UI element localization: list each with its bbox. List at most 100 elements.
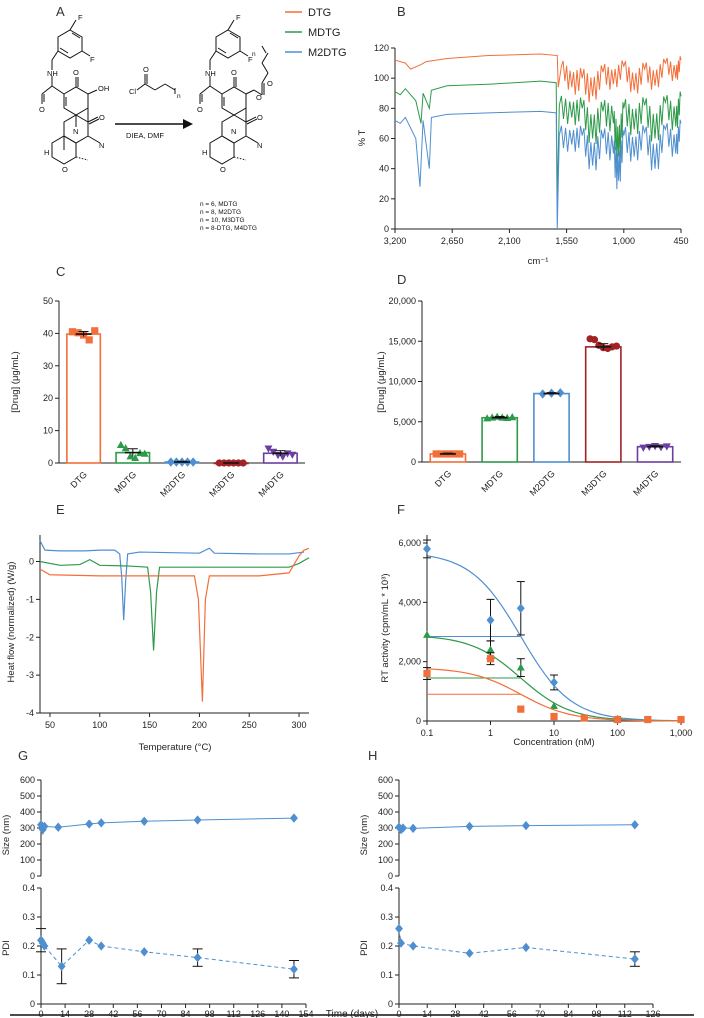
h-size-y-tick-label: 200 (378, 839, 393, 849)
d-x-tick-label: MDTG (479, 468, 505, 494)
c-y-tick-label: 30 (43, 361, 53, 371)
b-legend-label: MDTG (308, 27, 340, 39)
g-size-y-tick-label: 500 (20, 791, 35, 801)
g-x-tick-label: 126 (250, 1009, 265, 1018)
g-pdi-y-tick-label: 0 (30, 999, 35, 1009)
d-bar (533, 392, 570, 463)
c-y-tick-label: 40 (43, 328, 53, 338)
d-data-point (508, 413, 517, 421)
panel-label-f: F (397, 502, 405, 517)
reaction-conditions: DIEA, DMF (126, 131, 164, 140)
h-pdi-y-tick-label: 0.4 (380, 883, 393, 893)
atom-o-left-ketone: O (73, 68, 79, 77)
c-data-point (239, 459, 247, 467)
d-bar (584, 346, 622, 463)
atom-nh-right: NH (205, 69, 216, 78)
g-size-y-tick-label: 200 (20, 839, 35, 849)
c-x-tick-label: M2DTG (158, 469, 187, 498)
h-pdi-y-tick-label: 0.3 (380, 912, 393, 922)
scheme-labels: F F NH O O OH N O N H O Cl O n DIEA, DMF… (39, 13, 273, 232)
left-core-ring (63, 86, 89, 116)
d-bar (481, 416, 519, 463)
panel-g-stability-chart: 0 100 200 300 400 500 600 Size (nm) 0 0.1 0.2 0.3 0.… (1, 775, 694, 1018)
panel-e-dsc-chart: -4 -3 -2 -1 0 50 100 150 200 250 300 Temperature (°… (6, 535, 310, 753)
f-data-point (423, 669, 431, 678)
d-x-tick-label: M4DTG (631, 468, 660, 497)
c-x-tick-label: DTG (69, 469, 90, 490)
h-x-tick-label: 98 (592, 1009, 602, 1018)
b-x-tick-label: 450 (673, 236, 688, 246)
c-y-tick-label: 20 (43, 393, 53, 403)
g-x-tick-label: 84 (181, 1009, 191, 1018)
atom-h-left: H (44, 148, 49, 157)
atom-o-right-ester: O (256, 93, 262, 102)
e-y-tick-label: -1 (26, 594, 34, 604)
f-data-point (423, 544, 431, 554)
e-x-tick-label: 300 (292, 720, 307, 730)
h-size-line (398, 824, 635, 831)
atom-o-right-ring: O (220, 165, 226, 174)
c-y-tick-label: 10 (43, 426, 53, 436)
e-series-line-dtg (39, 547, 310, 702)
c-data-point (116, 440, 125, 449)
h-size-y-tick-label: 600 (378, 775, 393, 785)
g-size-line (40, 817, 294, 831)
g-x-tick-label: 112 (227, 1009, 241, 1018)
h-pdi-point (630, 954, 639, 964)
b-x-tick-label: 2,650 (441, 236, 464, 246)
h-size-y-tick-label: 300 (378, 823, 393, 833)
h-pdi-line (398, 928, 635, 960)
f-x-axis-label: Concentration (nM) (513, 737, 594, 748)
panel-c-bar-chart: 0 10 20 30 40 50 [Drug] (μg/mL) DTG MDTG M2DTG M3D… (10, 296, 305, 499)
c-bar (66, 333, 102, 464)
c-data-point (126, 452, 135, 460)
d-x-tick-label: DTG (433, 468, 454, 489)
b-legend-label: DTG (308, 7, 331, 19)
h-size-point (522, 820, 530, 831)
panel-h-stability-chart: 0 100 200 300 400 500 600 Size (nm) 0 0.1 0.2 0.3 0.… (359, 775, 661, 1018)
h-pdi-y-tick-label: 0 (388, 999, 393, 1009)
atom-h-right: H (202, 148, 207, 157)
d-data-point (612, 342, 621, 350)
h-size-y-tick-label: 400 (378, 807, 393, 817)
panel-label-a: A (56, 4, 65, 19)
left-oxazine-ring (51, 135, 77, 165)
n-list-item: n = 10, M3DTG (200, 217, 245, 224)
h-size-point (395, 822, 403, 832)
g-pdi-line (40, 939, 295, 970)
c-data-point (269, 448, 278, 456)
b-y-tick-label: 0 (384, 224, 389, 234)
atom-o-right-amide: O (197, 105, 203, 114)
reagent-n-label: n (177, 93, 181, 100)
g-size-point (37, 820, 45, 830)
d-data-point (662, 443, 671, 451)
b-x-tick-label: 2,100 (498, 236, 521, 246)
time-axis-label: Time (days) (326, 1009, 378, 1018)
b-series-line-m2dtg (394, 110, 682, 230)
h-pdi-point (395, 923, 403, 934)
h-size-point (399, 823, 407, 833)
g-pdi-point (37, 935, 45, 945)
g-pdi-point (140, 947, 149, 957)
h-pdi-y-label: PDI (359, 940, 370, 956)
f-data-point (486, 615, 495, 625)
f-y-tick-label: 0 (416, 716, 421, 726)
c-data-point (189, 457, 198, 467)
d-y-tick-label: 15,000 (388, 336, 416, 346)
d-y-tick-label: 0 (411, 457, 416, 467)
f-y-tick-label: 2,000 (398, 657, 421, 667)
g-pdi-y-tick-label: 0.3 (22, 912, 35, 922)
g-x-tick-label: 28 (84, 1009, 94, 1018)
c-data-point (91, 327, 99, 335)
reagent-cl-label: Cl (129, 87, 136, 96)
atom-o-left-amide: O (39, 105, 45, 114)
b-y-tick-label: 40 (379, 164, 389, 174)
g-x-tick-label: 14 (60, 1009, 70, 1018)
e-y-tick-label: -2 (26, 632, 34, 642)
d-y-tick-label: 5,000 (393, 417, 416, 427)
e-x-tick-label: 100 (92, 720, 107, 730)
right-phenyl-ring (215, 29, 241, 59)
panel-label-h: H (368, 748, 377, 763)
g-pdi-point (193, 952, 202, 963)
f-data-point (580, 714, 588, 722)
